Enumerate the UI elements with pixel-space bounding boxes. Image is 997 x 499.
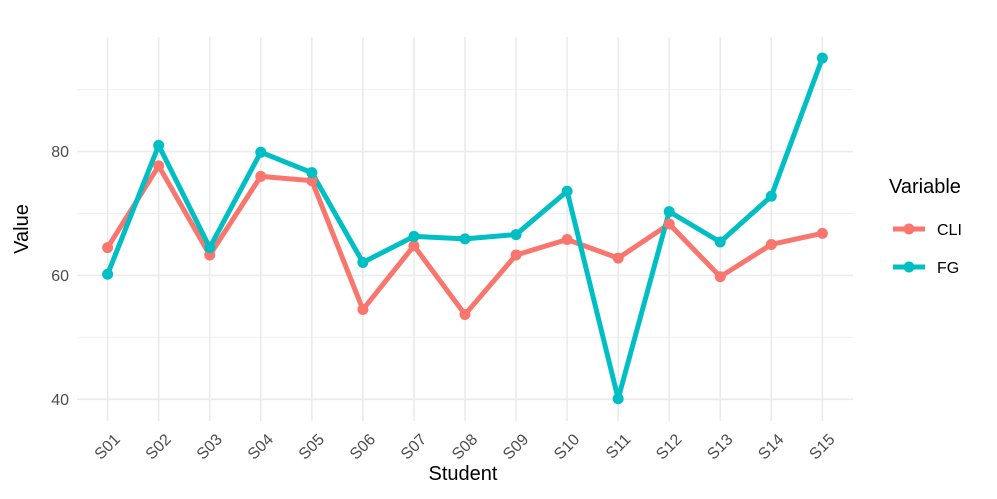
x-tick-label: S04 bbox=[245, 431, 277, 463]
data-point-cli bbox=[408, 240, 420, 252]
x-axis-ticks: S01 S02 S03 S04 S05 S06 S07 S08 S09 S10 S11 S12 S13 S… bbox=[92, 431, 839, 463]
y-axis-ticks: 40 60 80 bbox=[51, 144, 69, 409]
x-tick-label: S08 bbox=[449, 431, 481, 463]
legend-label: CLI bbox=[937, 222, 962, 239]
x-tick-label: S10 bbox=[551, 431, 583, 463]
data-point-cli bbox=[357, 304, 369, 316]
x-tick-label: S15 bbox=[806, 431, 838, 463]
data-point-cli bbox=[510, 249, 522, 261]
x-tick-label: S13 bbox=[704, 431, 736, 463]
data-point-cli bbox=[714, 271, 726, 283]
data-point-cli bbox=[663, 218, 675, 230]
y-axis-title: Value bbox=[11, 204, 33, 254]
data-point-fg bbox=[408, 230, 420, 242]
y-tick-label: 80 bbox=[51, 144, 69, 161]
data-point-cli bbox=[612, 252, 624, 264]
data-point-cli bbox=[816, 227, 828, 239]
series-points bbox=[102, 52, 828, 405]
data-point-fg bbox=[255, 146, 267, 158]
data-point-cli bbox=[459, 308, 471, 320]
data-point-fg bbox=[306, 167, 318, 179]
legend-key-point bbox=[903, 261, 915, 273]
legend-key-point bbox=[903, 223, 915, 235]
x-tick-label: S02 bbox=[143, 431, 175, 463]
data-point-cli bbox=[306, 175, 318, 187]
x-tick-label: S12 bbox=[653, 431, 685, 463]
x-tick-label: S11 bbox=[603, 431, 634, 462]
data-point-fg bbox=[714, 236, 726, 248]
data-point-cli bbox=[102, 242, 114, 254]
data-point-fg bbox=[816, 52, 828, 64]
x-tick-label: S14 bbox=[755, 431, 787, 463]
data-point-fg bbox=[153, 139, 165, 151]
data-point-fg bbox=[510, 229, 522, 241]
x-tick-label: S01 bbox=[92, 431, 124, 463]
data-point-fg bbox=[612, 393, 624, 405]
x-tick-label: S03 bbox=[194, 431, 226, 463]
y-tick-label: 60 bbox=[51, 268, 69, 285]
data-point-fg bbox=[765, 190, 777, 202]
legend-label: FG bbox=[937, 260, 959, 277]
data-point-fg bbox=[204, 242, 216, 254]
x-axis-title: Student bbox=[429, 463, 498, 485]
data-point-cli bbox=[561, 234, 573, 246]
x-tick-label: S07 bbox=[398, 431, 430, 463]
data-point-cli bbox=[255, 170, 267, 182]
legend-items: CLI FG bbox=[893, 222, 962, 277]
x-tick-label: S05 bbox=[296, 431, 328, 463]
x-tick-label: S06 bbox=[347, 431, 379, 463]
data-point-cli bbox=[153, 160, 165, 172]
x-tick-label: S09 bbox=[500, 431, 532, 463]
data-point-fg bbox=[102, 268, 114, 280]
y-tick-label: 40 bbox=[51, 392, 69, 409]
data-point-fg bbox=[459, 233, 471, 245]
data-point-fg bbox=[561, 185, 573, 197]
data-point-fg bbox=[357, 256, 369, 268]
data-point-fg bbox=[663, 206, 675, 218]
legend-title: Variable bbox=[889, 176, 961, 198]
legend: Variable CLI FG bbox=[889, 176, 962, 277]
data-point-cli bbox=[765, 238, 777, 250]
